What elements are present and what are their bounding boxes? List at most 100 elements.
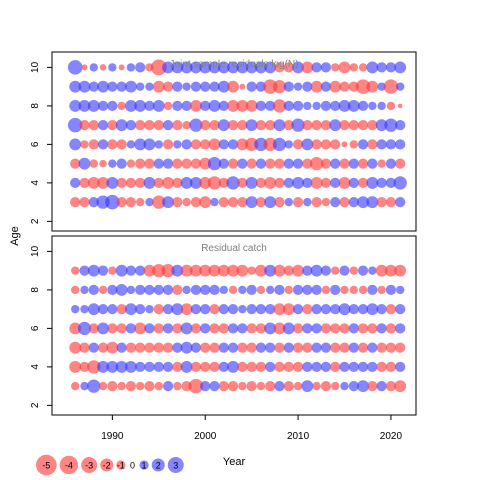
residual-bubble xyxy=(376,177,387,189)
residual-bubble xyxy=(144,100,155,112)
residual-bubble xyxy=(377,285,386,295)
residual-bubble xyxy=(136,197,145,207)
residual-bubble xyxy=(182,120,191,130)
residual-bubble xyxy=(189,118,203,132)
residual-bubble xyxy=(273,119,286,132)
residual-bubble xyxy=(330,342,341,353)
residual-bubble xyxy=(70,158,81,169)
residual-bubble xyxy=(237,177,248,189)
residual-bubble xyxy=(273,303,286,316)
residual-bubble xyxy=(274,158,285,169)
residual-bubble xyxy=(108,159,117,168)
residual-bubble xyxy=(386,101,396,111)
residual-bubble xyxy=(395,304,406,315)
residual-bubble xyxy=(376,361,387,373)
residual-bubble xyxy=(125,342,137,353)
residual-bubble xyxy=(273,264,286,277)
residual-bubble xyxy=(153,120,164,131)
residual-bubble xyxy=(385,323,397,334)
residual-bubble xyxy=(395,342,406,353)
residual-bubble xyxy=(320,81,332,92)
residual-bubble xyxy=(264,264,277,277)
residual-bubble xyxy=(97,360,110,373)
residual-bubble xyxy=(320,100,332,112)
residual-bubble xyxy=(339,81,350,92)
x-axis-title: Year xyxy=(223,456,246,468)
residual-bubble xyxy=(384,264,397,277)
residual-bubble xyxy=(293,82,303,91)
residual-bubble xyxy=(69,99,82,112)
residual-bubble xyxy=(107,323,118,334)
residual-bubble xyxy=(274,361,285,373)
legend-label: -5 xyxy=(42,461,50,471)
residual-bubble xyxy=(340,381,349,391)
residual-bubble xyxy=(330,284,341,296)
residual-bubble xyxy=(255,177,267,189)
residual-bubble xyxy=(358,63,368,72)
residual-bubble xyxy=(107,284,118,296)
residual-bubble xyxy=(292,139,304,150)
residual-bubble xyxy=(283,342,294,353)
residual-bubble xyxy=(153,342,164,353)
residual-bubble xyxy=(209,342,220,353)
residual-bubble xyxy=(182,197,191,207)
residual-bubble xyxy=(200,139,211,150)
residual-bubble xyxy=(116,81,127,92)
y-tick-label: 8 xyxy=(30,287,41,293)
residual-bubble xyxy=(227,139,239,150)
residual-bubble xyxy=(209,81,220,92)
residual-bubble xyxy=(264,176,277,189)
residual-bubble xyxy=(348,380,359,392)
residual-bubble xyxy=(97,80,110,93)
residual-bubble xyxy=(331,63,340,72)
residual-bubble xyxy=(135,265,146,276)
residual-bubble xyxy=(200,304,211,315)
residual-bubble xyxy=(172,120,183,131)
residual-bubble xyxy=(171,61,184,74)
residual-bubble xyxy=(254,61,267,74)
residual-bubble xyxy=(292,158,304,169)
residual-bubble xyxy=(172,100,183,112)
residual-bubble xyxy=(303,197,312,207)
residual-bubble xyxy=(284,285,293,295)
residual-bubble xyxy=(227,61,240,74)
residual-bubble xyxy=(394,380,407,393)
residual-bubble xyxy=(320,304,332,315)
residual-bubble xyxy=(330,361,341,373)
residual-bubble xyxy=(256,381,266,391)
residual-bubble xyxy=(227,99,240,112)
residual-bubble xyxy=(77,321,92,336)
residual-bubble xyxy=(200,361,211,373)
residual-bubble xyxy=(302,284,313,296)
y-tick-label: 2 xyxy=(30,402,41,408)
residual-bubble xyxy=(98,381,108,391)
residual-bubble xyxy=(162,361,174,373)
residual-bubble xyxy=(347,99,360,112)
residual-bubble xyxy=(79,361,90,373)
y-tick-label: 6 xyxy=(30,141,41,147)
panel-title: Joint sample residuals log(N) xyxy=(170,59,299,70)
residual-bubble xyxy=(218,380,229,392)
residual-bubble xyxy=(301,138,314,151)
residual-bubble xyxy=(126,140,136,149)
residual-bubble xyxy=(377,101,386,111)
residual-bubble xyxy=(274,196,285,208)
residual-bubble xyxy=(162,158,174,169)
residual-bubble xyxy=(135,361,146,373)
residual-bubble xyxy=(395,139,406,150)
residual-bubble xyxy=(181,100,192,112)
residual-bubble xyxy=(349,285,358,295)
residual-bubble xyxy=(357,100,369,112)
residual-bubble xyxy=(321,197,331,207)
residual-bubble xyxy=(302,158,313,169)
residual-bubble xyxy=(162,196,175,209)
residual-bubble xyxy=(154,140,163,149)
residual-bubble xyxy=(385,361,397,373)
residual-bubble xyxy=(227,380,239,392)
residual-bubble xyxy=(106,341,119,354)
residual-bubble xyxy=(135,284,146,296)
residual-bubble xyxy=(190,158,202,169)
residual-bubble xyxy=(71,285,80,295)
residual-bubble xyxy=(152,80,165,93)
residual-bubble xyxy=(87,176,100,189)
